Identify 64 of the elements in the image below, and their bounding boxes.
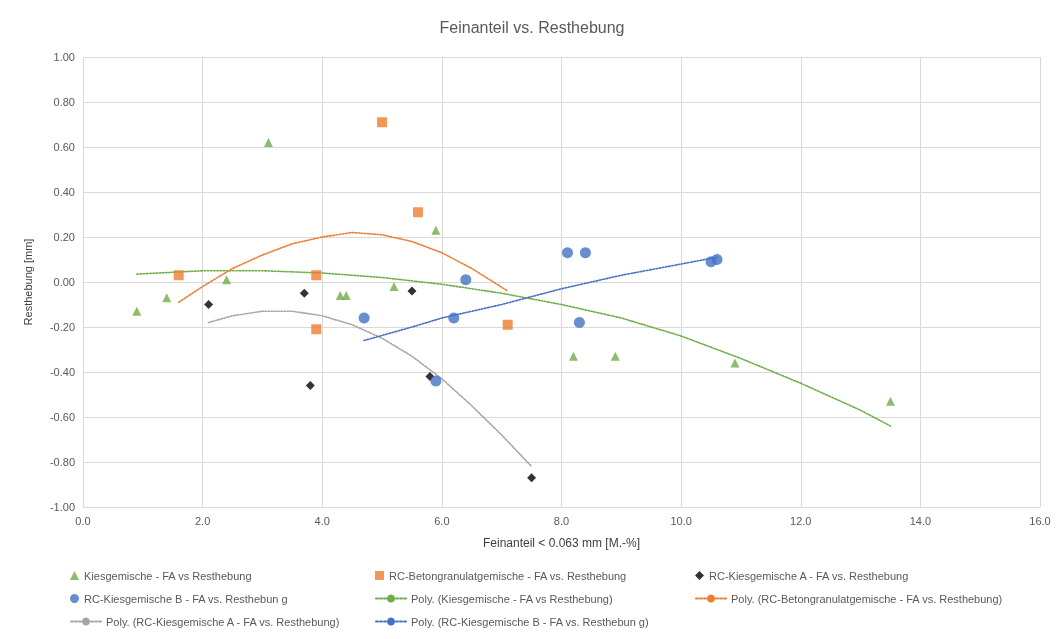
- point: [311, 324, 322, 335]
- x-axis-title: Feinanteil < 0.063 mm [M.-%]: [482, 536, 641, 550]
- point: [305, 381, 315, 390]
- point: [711, 254, 723, 265]
- legend-label: RC-Kiesgemische B - FA vs. Resthebun g: [84, 592, 288, 605]
- point: [173, 270, 184, 281]
- y-tick-label: -0.40: [49, 366, 75, 378]
- y-tick-label: 0.40: [53, 186, 75, 198]
- x-tick-label: 16.0: [1029, 514, 1051, 527]
- x-tick-label: 0.0: [75, 514, 91, 527]
- y-tick-label: -0.60: [49, 411, 75, 423]
- x-tick-label: 6.0: [434, 514, 450, 527]
- x-tick-label: 12.0: [790, 514, 812, 527]
- point: [568, 351, 578, 361]
- legend-label: Poly. (RC-Betongranulatgemische - FA vs. Resthebung): [731, 592, 1003, 605]
- point: [222, 275, 232, 285]
- point: [610, 351, 620, 361]
- point: [341, 291, 351, 300]
- legend-label: Poly. (Kiesgemische - FA vs Resthebung): [411, 592, 613, 605]
- legend-label: RC-Betongranulatgemische - FA vs. Resthebung: [389, 569, 627, 582]
- point: [561, 247, 573, 259]
- legend-label: Poly. (RC-Kiesgemische A - FA vs. Resthebung): [106, 615, 340, 628]
- point: [460, 274, 472, 286]
- point: [431, 225, 441, 235]
- line-series: [207, 310, 533, 468]
- point: [311, 270, 322, 281]
- x-tick-label: 4.0: [314, 514, 330, 527]
- line-series: [177, 231, 509, 304]
- x-tick-label: 10.0: [670, 514, 692, 527]
- y-axis-title: Resthebung [mm]: [21, 238, 34, 326]
- legend-label: RC-Kiesgemische A - FA vs. Resthebung: [709, 569, 909, 582]
- point: [412, 207, 423, 218]
- point: [573, 317, 585, 328]
- point: [358, 312, 370, 324]
- x-tick-label: 14.0: [909, 514, 932, 527]
- y-tick-label: -1.00: [49, 501, 75, 513]
- point: [132, 306, 142, 316]
- point: [527, 473, 537, 483]
- line-series: [136, 269, 892, 427]
- x-tick-label: 2.0: [194, 514, 211, 527]
- point: [885, 396, 895, 406]
- point: [299, 288, 309, 298]
- y-tick-label: 0.00: [53, 276, 75, 288]
- y-tick-label: -0.20: [49, 321, 75, 333]
- point: [430, 375, 442, 387]
- y-tick-label: 1.00: [53, 51, 75, 63]
- y-tick-label: 0.60: [53, 141, 75, 153]
- chart-title: Feinanteil vs. Resthebung: [439, 18, 625, 36]
- x-tick-label: 8.0: [553, 514, 570, 527]
- point: [579, 247, 591, 259]
- point: [407, 286, 417, 296]
- point: [377, 117, 388, 128]
- legend-label: Kiesgemische - FA vs Resthebung: [84, 569, 252, 582]
- point: [204, 300, 214, 309]
- y-tick-label: 0.80: [53, 96, 75, 108]
- y-tick-label: -0.80: [49, 456, 75, 468]
- point: [425, 372, 435, 381]
- y-tick-label: 0.20: [53, 231, 75, 243]
- point: [448, 312, 460, 324]
- point: [263, 138, 273, 147]
- point: [502, 319, 513, 330]
- legend-label: Poly. (RC-Kiesgemische B - FA vs. Resthebun g): [411, 615, 649, 628]
- point: [730, 358, 740, 368]
- point: [389, 282, 399, 291]
